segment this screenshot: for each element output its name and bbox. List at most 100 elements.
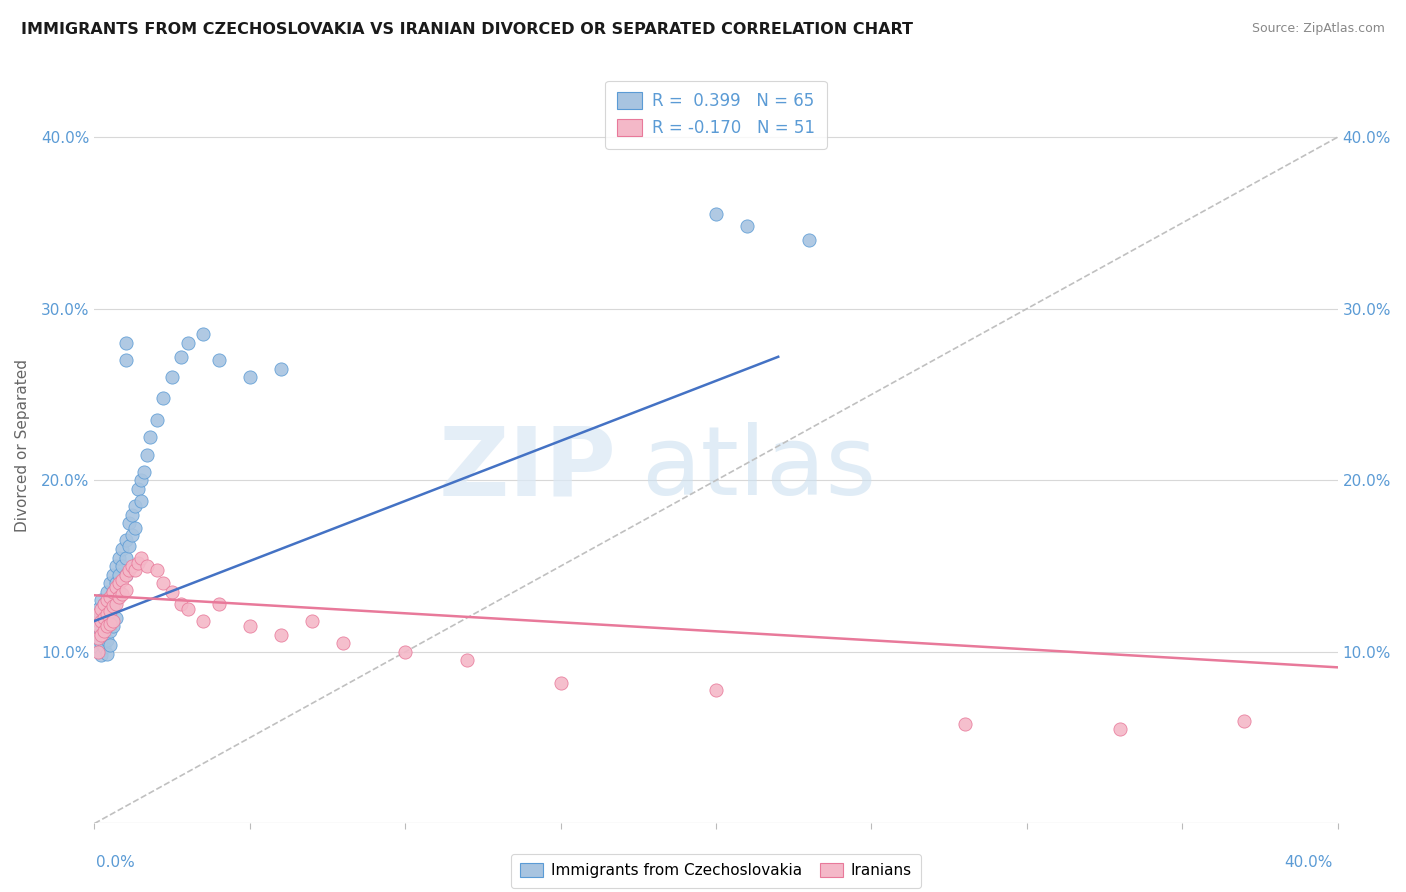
Point <box>127 556 149 570</box>
Point <box>93 597 115 611</box>
Point <box>86 607 108 622</box>
Point <box>90 624 112 639</box>
Point <box>127 482 149 496</box>
Point <box>239 370 262 384</box>
Point <box>160 370 183 384</box>
Point <box>239 619 262 633</box>
Point <box>152 576 174 591</box>
Point <box>114 550 136 565</box>
Point <box>86 631 108 645</box>
Point <box>90 648 112 663</box>
Point <box>270 361 292 376</box>
Point <box>111 559 134 574</box>
Point <box>177 602 200 616</box>
Point <box>152 391 174 405</box>
Point <box>105 593 128 607</box>
Point <box>124 521 146 535</box>
Text: IMMIGRANTS FROM CZECHOSLOVAKIA VS IRANIAN DIVORCED OR SEPARATED CORRELATION CHAR: IMMIGRANTS FROM CZECHOSLOVAKIA VS IRANIA… <box>21 22 912 37</box>
Point <box>118 562 141 576</box>
Point <box>108 585 131 599</box>
Point <box>139 430 162 444</box>
Point <box>108 567 131 582</box>
Point <box>90 610 112 624</box>
Point <box>124 499 146 513</box>
Point <box>101 585 124 599</box>
Point <box>704 207 727 221</box>
Point <box>98 590 121 604</box>
Point <box>118 516 141 531</box>
Point <box>93 628 115 642</box>
Point <box>301 614 323 628</box>
Point <box>93 610 115 624</box>
Point <box>114 583 136 598</box>
Point <box>735 219 758 234</box>
Point <box>145 562 167 576</box>
Point <box>105 576 128 591</box>
Point <box>96 632 118 647</box>
Point <box>1109 722 1132 736</box>
Text: Source: ZipAtlas.com: Source: ZipAtlas.com <box>1251 22 1385 36</box>
Point <box>114 336 136 351</box>
Point <box>170 350 193 364</box>
Point <box>193 327 215 342</box>
Point <box>208 353 231 368</box>
Point <box>270 628 292 642</box>
Point <box>86 619 108 633</box>
Point <box>118 539 141 553</box>
Point <box>98 576 121 591</box>
Point <box>193 614 215 628</box>
Point <box>129 550 152 565</box>
Point <box>86 645 108 659</box>
Point <box>98 617 121 632</box>
Point <box>86 640 108 654</box>
Point <box>90 636 112 650</box>
Point <box>111 541 134 556</box>
Point <box>93 640 115 654</box>
Point <box>129 494 152 508</box>
Point <box>108 550 131 565</box>
Point <box>124 562 146 576</box>
Point <box>101 567 124 582</box>
Point <box>105 559 128 574</box>
Point <box>170 597 193 611</box>
Point <box>93 624 115 639</box>
Point <box>394 645 416 659</box>
Point <box>114 567 136 582</box>
Point <box>86 614 108 628</box>
Point <box>105 610 128 624</box>
Point <box>93 614 115 628</box>
Point <box>111 573 134 587</box>
Point <box>105 597 128 611</box>
Point <box>953 717 976 731</box>
Point <box>134 465 156 479</box>
Point <box>90 602 112 616</box>
Point <box>121 559 143 574</box>
Point <box>111 586 134 600</box>
Point <box>98 610 121 624</box>
Point <box>86 628 108 642</box>
Point <box>101 585 124 599</box>
Point <box>96 647 118 661</box>
Point <box>129 473 152 487</box>
Point <box>90 614 112 628</box>
Point <box>704 682 727 697</box>
Point <box>105 580 128 594</box>
Point <box>101 599 124 613</box>
Point <box>96 602 118 616</box>
Point <box>114 567 136 582</box>
Legend: R =  0.399   N = 65, R = -0.170   N = 51: R = 0.399 N = 65, R = -0.170 N = 51 <box>606 80 827 149</box>
Point <box>145 413 167 427</box>
Point <box>208 597 231 611</box>
Point <box>93 597 115 611</box>
Point <box>160 585 183 599</box>
Point <box>550 675 572 690</box>
Point <box>114 533 136 548</box>
Text: 0.0%: 0.0% <box>96 855 135 870</box>
Point <box>96 585 118 599</box>
Text: atlas: atlas <box>641 422 876 516</box>
Point <box>86 602 108 616</box>
Text: ZIP: ZIP <box>439 422 617 516</box>
Point <box>101 602 124 616</box>
Y-axis label: Divorced or Separated: Divorced or Separated <box>15 359 30 533</box>
Point <box>98 593 121 607</box>
